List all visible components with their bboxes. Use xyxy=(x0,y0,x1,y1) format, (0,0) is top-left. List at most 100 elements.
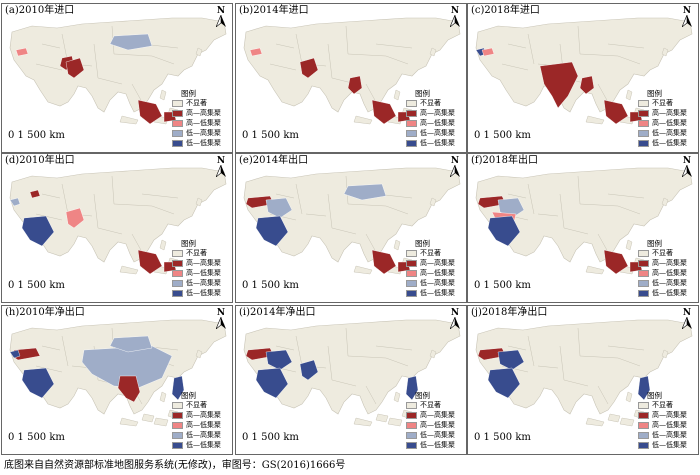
north-label: N xyxy=(450,156,460,166)
legend-item-low-high: 低—高集聚 xyxy=(406,129,466,138)
legend-label: 低—高集聚 xyxy=(186,431,221,439)
cluster-region-caucasus xyxy=(29,189,41,199)
legend-label: 高—高集聚 xyxy=(652,259,687,267)
panel-title: (j)2018年净出口 xyxy=(471,307,548,318)
cluster-region-philippines xyxy=(171,375,185,401)
legend-item-low-low: 低—低集聚 xyxy=(638,139,698,148)
legend-label: 高—低集聚 xyxy=(186,421,221,429)
legend-swatch xyxy=(406,100,417,107)
legend-swatch xyxy=(172,110,183,117)
legend-swatch xyxy=(172,250,183,257)
legend-swatch xyxy=(172,280,183,287)
cluster-region-myanmar xyxy=(347,75,363,95)
landmass xyxy=(9,167,227,263)
country-border xyxy=(597,233,609,253)
legend-label: 高—高集聚 xyxy=(186,109,221,117)
country-border xyxy=(375,43,413,49)
legend-swatch xyxy=(406,130,417,137)
country-border xyxy=(597,385,609,405)
legend-item-high-low: 高—低集聚 xyxy=(638,269,698,278)
country-border xyxy=(97,227,123,235)
country-border xyxy=(295,33,303,65)
legend-swatch xyxy=(638,140,649,147)
country-border xyxy=(365,233,377,253)
country-border xyxy=(131,233,143,253)
country-border xyxy=(113,53,153,57)
legend-title: 图例 xyxy=(415,239,430,248)
asia-map xyxy=(9,167,227,275)
legend-label: 高—低集聚 xyxy=(420,119,455,127)
country-border xyxy=(559,193,565,229)
cluster-region-mongolia xyxy=(343,183,387,201)
scale-label: 0 1 500 km xyxy=(242,280,299,291)
legend-title: 图例 xyxy=(181,239,196,248)
legend-label: 不显著 xyxy=(420,249,441,257)
legend-label: 不显著 xyxy=(652,99,673,107)
legend-title: 图例 xyxy=(647,239,662,248)
legend-label: 低—低集聚 xyxy=(652,289,687,297)
legend-item-high-low: 高—低集聚 xyxy=(406,119,466,128)
legend-swatch xyxy=(172,290,183,297)
asia-map xyxy=(475,319,693,427)
cluster-region-saudi xyxy=(255,215,289,247)
legend-swatch xyxy=(406,120,417,127)
island xyxy=(353,265,373,275)
asia-map xyxy=(243,17,461,125)
legend-label: 低—高集聚 xyxy=(652,431,687,439)
country-border xyxy=(93,193,99,229)
cluster-region-caspian-w xyxy=(15,47,29,57)
country-border xyxy=(385,55,409,65)
north-label: N xyxy=(450,308,460,318)
legend-item-low-high: 低—高集聚 xyxy=(638,129,698,138)
legend-item-high-low: 高—低集聚 xyxy=(638,421,698,430)
island xyxy=(585,115,605,125)
north-arrow-icon: N xyxy=(448,308,462,330)
island xyxy=(375,413,389,423)
country-border xyxy=(501,63,529,71)
landmass xyxy=(475,319,693,415)
legend-title: 图例 xyxy=(181,391,196,400)
island xyxy=(625,239,633,251)
legend-label: 高—低集聚 xyxy=(420,269,455,277)
legend-swatch xyxy=(638,290,649,297)
country-border xyxy=(577,175,581,205)
north-arrow-icon: N xyxy=(448,156,462,178)
panel-title: (c)2018年进口 xyxy=(471,5,540,16)
scale-label: 0 1 500 km xyxy=(8,280,65,291)
legend-item-not-significant: 不显著 xyxy=(172,99,232,108)
legend-swatch xyxy=(638,422,649,429)
country-border xyxy=(607,43,645,49)
legend-swatch xyxy=(172,432,183,439)
legend-item-high-high: 高—高集聚 xyxy=(172,109,232,118)
legend-item-high-high: 高—高集聚 xyxy=(406,259,466,268)
legend-swatch xyxy=(406,402,417,409)
legend-swatch xyxy=(638,110,649,117)
legend-item-high-low: 高—低集聚 xyxy=(406,421,466,430)
asia-map xyxy=(475,167,693,275)
north-arrow-icon: N xyxy=(680,6,694,28)
country-border xyxy=(527,335,535,367)
panel-title: (d)2010年出口 xyxy=(5,155,75,166)
legend-label: 不显著 xyxy=(186,99,207,107)
scale-label: 0 1 500 km xyxy=(474,280,531,291)
legend-swatch xyxy=(638,250,649,257)
cluster-region-pakistan xyxy=(299,57,319,79)
north-arrow-icon: N xyxy=(214,6,228,28)
cluster-region-saudi xyxy=(21,367,55,399)
country-border xyxy=(41,43,61,49)
country-border xyxy=(327,193,333,229)
cluster-region-saudi xyxy=(487,215,521,247)
map-panel: (c)2018年进口 N 图例 不显著 高—高集聚 高—低集聚 低—高集聚 低—低集聚 0 1 … xyxy=(467,3,699,153)
island xyxy=(585,417,605,427)
north-label: N xyxy=(216,6,226,16)
map-panel: (e)2014年出口 N 图例 不显著 高—高集聚 高—低集聚 低—高集聚 低—低集聚 0 1 … xyxy=(235,153,467,303)
island xyxy=(387,417,403,427)
island xyxy=(195,197,203,207)
legend-label: 低—高集聚 xyxy=(652,129,687,137)
scale-label: 0 1 500 km xyxy=(474,432,531,443)
scale-bar xyxy=(244,292,268,296)
legend-label: 高—低集聚 xyxy=(186,269,221,277)
country-border xyxy=(305,213,327,217)
legend-swatch xyxy=(638,432,649,439)
legend-item-high-low: 高—低集聚 xyxy=(172,119,232,128)
